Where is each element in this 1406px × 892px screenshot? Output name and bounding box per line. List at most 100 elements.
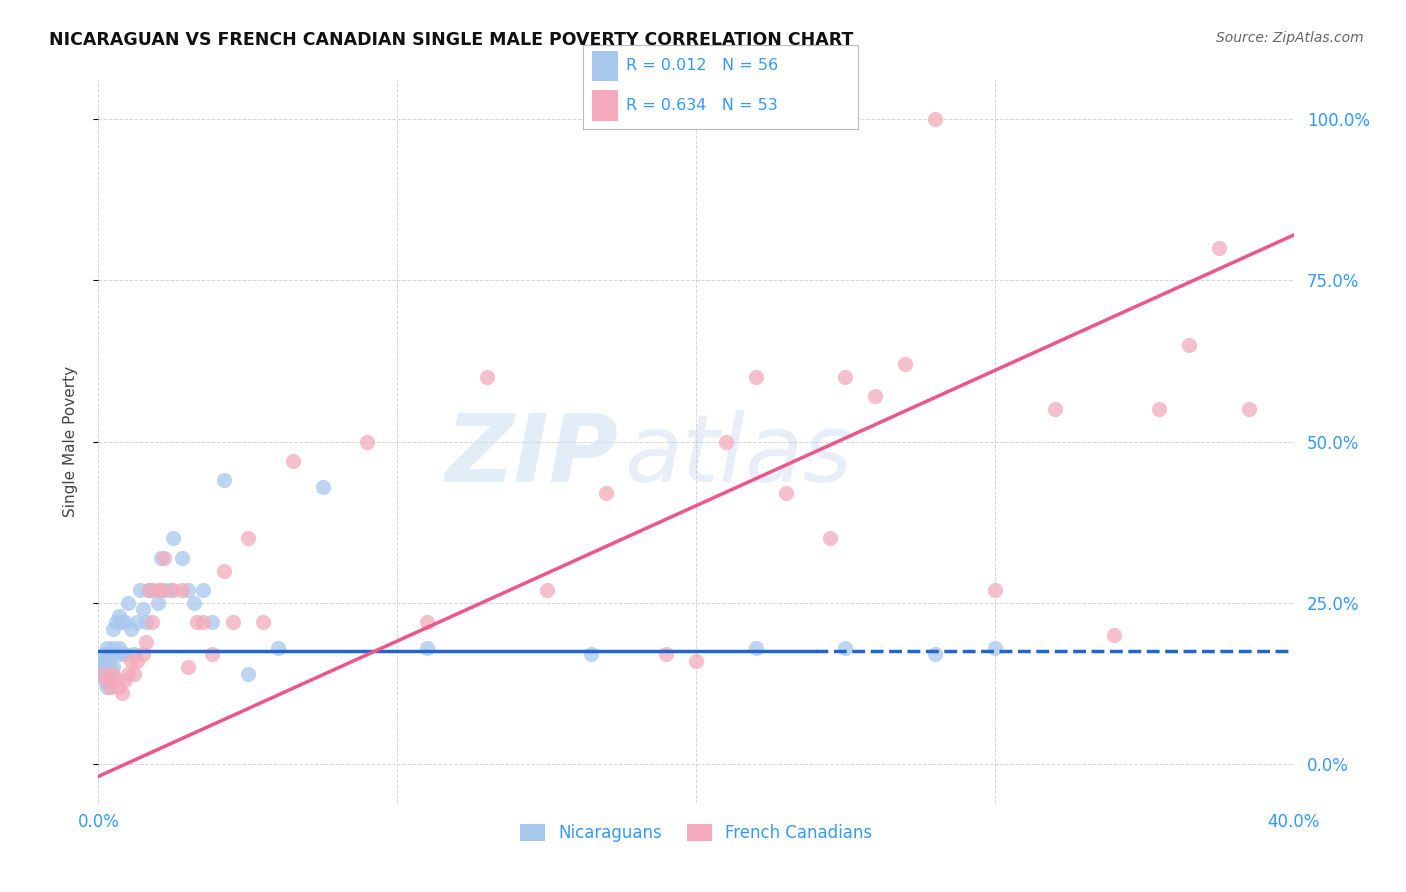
Point bbox=[96, 666, 118, 681]
Point bbox=[236, 531, 259, 545]
Point bbox=[201, 615, 224, 630]
Text: NICARAGUAN VS FRENCH CANADIAN SINGLE MALE POVERTY CORRELATION CHART: NICARAGUAN VS FRENCH CANADIAN SINGLE MAL… bbox=[49, 31, 853, 49]
Point bbox=[148, 596, 170, 610]
Point bbox=[108, 680, 131, 694]
Point bbox=[93, 666, 115, 681]
Point bbox=[252, 615, 274, 630]
Point bbox=[894, 357, 917, 371]
Point bbox=[98, 660, 122, 674]
Point bbox=[281, 454, 304, 468]
Point bbox=[127, 615, 149, 630]
Point bbox=[111, 648, 134, 662]
Point bbox=[96, 680, 118, 694]
Text: R = 0.012   N = 56: R = 0.012 N = 56 bbox=[626, 58, 778, 73]
Point bbox=[153, 550, 176, 565]
Point bbox=[595, 486, 617, 500]
Text: Source: ZipAtlas.com: Source: ZipAtlas.com bbox=[1216, 31, 1364, 45]
Point bbox=[153, 582, 176, 597]
Point bbox=[984, 582, 1007, 597]
Point bbox=[111, 615, 134, 630]
Point bbox=[150, 582, 173, 597]
Text: atlas: atlas bbox=[624, 410, 852, 501]
Point bbox=[120, 654, 142, 668]
Point bbox=[356, 434, 378, 449]
Point bbox=[90, 654, 112, 668]
Point bbox=[655, 648, 678, 662]
Point bbox=[162, 531, 184, 545]
Point bbox=[135, 634, 157, 648]
Point bbox=[222, 615, 245, 630]
Point bbox=[212, 473, 235, 487]
Point bbox=[201, 648, 224, 662]
Point bbox=[114, 648, 136, 662]
Point bbox=[93, 648, 115, 662]
Point bbox=[96, 660, 118, 674]
Point bbox=[138, 582, 160, 597]
Point bbox=[141, 615, 163, 630]
Point bbox=[745, 370, 768, 384]
Point bbox=[191, 615, 214, 630]
Point bbox=[745, 640, 768, 655]
Point bbox=[124, 666, 146, 681]
Point bbox=[93, 673, 115, 688]
Point bbox=[172, 582, 194, 597]
Point bbox=[685, 654, 707, 668]
Point bbox=[98, 680, 122, 694]
Point bbox=[90, 666, 112, 681]
Point bbox=[475, 370, 498, 384]
Point bbox=[775, 486, 797, 500]
Point bbox=[1147, 402, 1170, 417]
Point bbox=[172, 550, 194, 565]
Point bbox=[416, 640, 439, 655]
Point bbox=[236, 666, 259, 681]
Point bbox=[924, 648, 946, 662]
Point bbox=[132, 602, 155, 616]
Point bbox=[105, 648, 128, 662]
Text: R = 0.634   N = 53: R = 0.634 N = 53 bbox=[626, 98, 778, 113]
Point bbox=[186, 615, 208, 630]
Point bbox=[93, 666, 115, 681]
Point bbox=[114, 673, 136, 688]
Point bbox=[150, 550, 173, 565]
Point bbox=[135, 615, 157, 630]
Point bbox=[93, 660, 115, 674]
Point bbox=[96, 654, 118, 668]
Point bbox=[1043, 402, 1066, 417]
Point bbox=[177, 582, 200, 597]
Text: ZIP: ZIP bbox=[446, 410, 619, 502]
Point bbox=[96, 640, 118, 655]
Point bbox=[1208, 241, 1230, 255]
Point bbox=[581, 648, 603, 662]
Point bbox=[111, 686, 134, 700]
Point bbox=[120, 622, 142, 636]
Point bbox=[536, 582, 558, 597]
Point bbox=[183, 596, 205, 610]
Point bbox=[804, 112, 827, 126]
Point bbox=[98, 680, 122, 694]
Point bbox=[1178, 338, 1201, 352]
Point bbox=[834, 370, 856, 384]
Point bbox=[98, 648, 122, 662]
Point bbox=[90, 660, 112, 674]
Legend: Nicaraguans, French Canadians: Nicaraguans, French Canadians bbox=[513, 817, 879, 848]
Point bbox=[124, 648, 146, 662]
Point bbox=[103, 666, 125, 681]
Point bbox=[105, 673, 128, 688]
Point bbox=[1104, 628, 1126, 642]
Point bbox=[108, 640, 131, 655]
Point bbox=[117, 596, 139, 610]
Point bbox=[96, 673, 118, 688]
Point bbox=[177, 660, 200, 674]
Point bbox=[714, 434, 737, 449]
Point bbox=[1237, 402, 1260, 417]
Point bbox=[924, 112, 946, 126]
Point bbox=[191, 582, 214, 597]
Point bbox=[267, 640, 290, 655]
Point bbox=[117, 666, 139, 681]
Point bbox=[108, 608, 131, 623]
Point bbox=[105, 615, 128, 630]
Y-axis label: Single Male Poverty: Single Male Poverty bbox=[63, 366, 77, 517]
Point bbox=[141, 582, 163, 597]
Point bbox=[311, 480, 333, 494]
Point bbox=[865, 389, 887, 403]
